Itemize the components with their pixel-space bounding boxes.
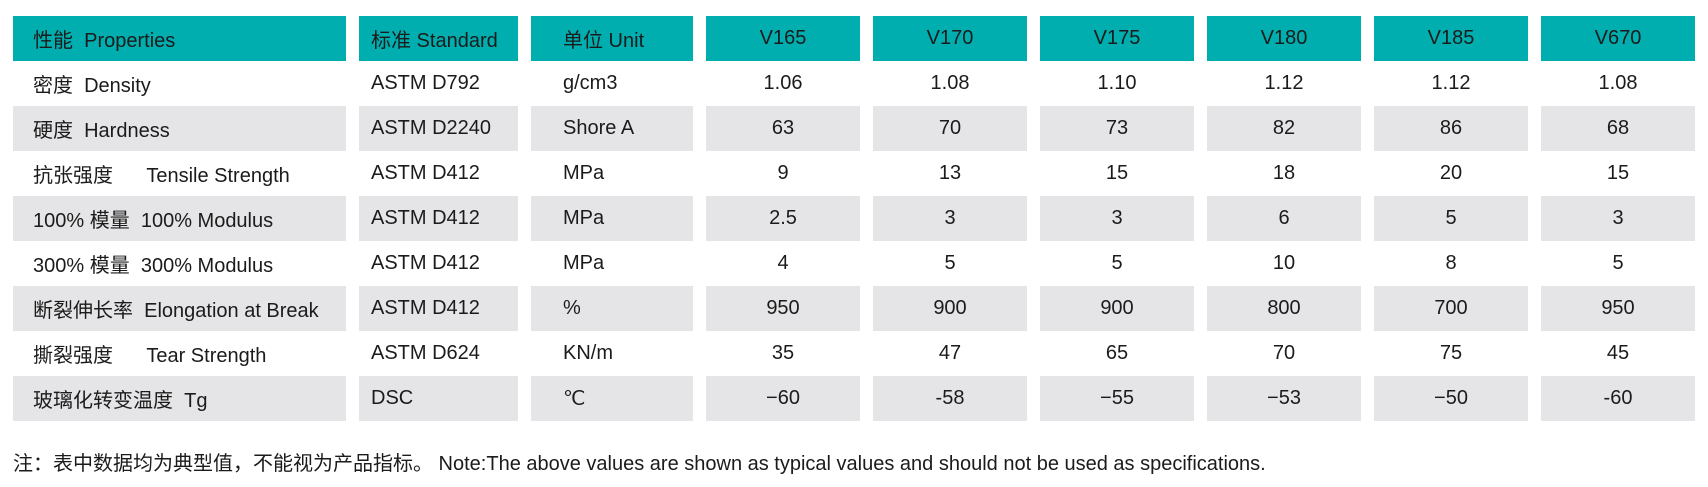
table-row: 硬度 Hardness ASTM D2240 Shore A 63 70 73 82 86 68 xyxy=(13,106,1695,151)
table-row: 玻璃化转变温度 Tg DSC ℃ −60 -58 −55 −53 −50 -60 xyxy=(13,376,1695,421)
value-cell: 3 xyxy=(873,196,1027,241)
unit-cell: g/cm3 xyxy=(531,61,693,106)
value-cell: 900 xyxy=(1040,286,1194,331)
value-cell: 1.08 xyxy=(1541,61,1695,106)
standard-cell: ASTM D624 xyxy=(359,331,518,376)
value-cell: 70 xyxy=(873,106,1027,151)
value-cell: 5 xyxy=(1040,241,1194,286)
value-cell: −50 xyxy=(1374,376,1528,421)
value-cell: 6 xyxy=(1207,196,1361,241)
standard-cell: DSC xyxy=(359,376,518,421)
unit-cell: Shore A xyxy=(531,106,693,151)
property-cell: 300% 模量 300% Modulus xyxy=(13,241,346,286)
value-cell: 68 xyxy=(1541,106,1695,151)
header-unit: 单位 Unit xyxy=(531,16,693,61)
header-grade-v180: V180 xyxy=(1207,16,1361,61)
value-cell: 65 xyxy=(1040,331,1194,376)
property-cell: 密度 Density xyxy=(13,61,346,106)
table-row: 密度 Density ASTM D792 g/cm3 1.06 1.08 1.10 1.12… xyxy=(13,61,1695,106)
value-cell: -60 xyxy=(1541,376,1695,421)
table-body: 密度 Density ASTM D792 g/cm3 1.06 1.08 1.10 1.12… xyxy=(13,61,1695,421)
value-cell: 63 xyxy=(706,106,860,151)
properties-table: 性能 Properties 标准 Standard 单位 Unit V165 V… xyxy=(0,16,1708,421)
header-grade-v185: V185 xyxy=(1374,16,1528,61)
value-cell: 3 xyxy=(1040,196,1194,241)
value-cell: 5 xyxy=(1374,196,1528,241)
value-cell: 5 xyxy=(1541,241,1695,286)
value-cell: 18 xyxy=(1207,151,1361,196)
unit-cell: MPa xyxy=(531,151,693,196)
unit-cell: KN/m xyxy=(531,331,693,376)
standard-cell: ASTM D412 xyxy=(359,286,518,331)
standard-cell: ASTM D412 xyxy=(359,196,518,241)
value-cell: 1.08 xyxy=(873,61,1027,106)
table-row: 300% 模量 300% Modulus ASTM D412 MPa 4 5 5 10 8 5 xyxy=(13,241,1695,286)
value-cell: 4 xyxy=(706,241,860,286)
value-cell: 70 xyxy=(1207,331,1361,376)
value-cell: −55 xyxy=(1040,376,1194,421)
value-cell: 73 xyxy=(1040,106,1194,151)
unit-cell: ℃ xyxy=(531,376,693,421)
standard-cell: ASTM D2240 xyxy=(359,106,518,151)
footnote: 注：表中数据均为典型值，不能视为产品指标。 Note:The above val… xyxy=(13,453,1266,475)
unit-cell: MPa xyxy=(531,196,693,241)
value-cell: −53 xyxy=(1207,376,1361,421)
property-cell: 断裂伸长率 Elongation at Break xyxy=(13,286,346,331)
header-grade-v170: V170 xyxy=(873,16,1027,61)
standard-cell: ASTM D412 xyxy=(359,241,518,286)
property-cell: 硬度 Hardness xyxy=(13,106,346,151)
value-cell: 1.10 xyxy=(1040,61,1194,106)
value-cell: 13 xyxy=(873,151,1027,196)
value-cell: 1.12 xyxy=(1207,61,1361,106)
value-cell: 82 xyxy=(1207,106,1361,151)
value-cell: 800 xyxy=(1207,286,1361,331)
value-cell: 3 xyxy=(1541,196,1695,241)
value-cell: 45 xyxy=(1541,331,1695,376)
value-cell: 700 xyxy=(1374,286,1528,331)
value-cell: 15 xyxy=(1040,151,1194,196)
value-cell: 86 xyxy=(1374,106,1528,151)
table-row: 断裂伸长率 Elongation at Break ASTM D412% 950 90… xyxy=(13,286,1695,331)
standard-cell: ASTM D412 xyxy=(359,151,518,196)
table-row: 100% 模量 100% Modulus ASTM D412 MPa 2.5 3 3 6 5 3 xyxy=(13,196,1695,241)
value-cell: 5 xyxy=(873,241,1027,286)
property-cell: 撕裂强度 Tear Strength xyxy=(13,331,346,376)
value-cell: 9 xyxy=(706,151,860,196)
value-cell: 900 xyxy=(873,286,1027,331)
table-header: 性能 Properties 标准 Standard 单位 Unit V165 V… xyxy=(13,16,1695,61)
standard-cell: ASTM D792 xyxy=(359,61,518,106)
unit-cell: % xyxy=(531,286,693,331)
value-cell: 1.12 xyxy=(1374,61,1528,106)
header-standard: 标准 Standard xyxy=(359,16,518,61)
value-cell: 10 xyxy=(1207,241,1361,286)
header-grade-v670: V670 xyxy=(1541,16,1695,61)
table-row: 撕裂强度 Tear Strength ASTM D624 KN/m 35 47 65 70 7… xyxy=(13,331,1695,376)
value-cell: 950 xyxy=(706,286,860,331)
property-cell: 100% 模量 100% Modulus xyxy=(13,196,346,241)
header-grade-v165: V165 xyxy=(706,16,860,61)
value-cell: 1.06 xyxy=(706,61,860,106)
value-cell: 8 xyxy=(1374,241,1528,286)
value-cell: 15 xyxy=(1541,151,1695,196)
value-cell: −60 xyxy=(706,376,860,421)
value-cell: -58 xyxy=(873,376,1027,421)
value-cell: 950 xyxy=(1541,286,1695,331)
value-cell: 75 xyxy=(1374,331,1528,376)
table-row: 抗张强度 Tensile Strength ASTM D412 MPa 9 13 15 18… xyxy=(13,151,1695,196)
header-grade-v175: V175 xyxy=(1040,16,1194,61)
property-cell: 抗张强度 Tensile Strength xyxy=(13,151,346,196)
value-cell: 35 xyxy=(706,331,860,376)
value-cell: 47 xyxy=(873,331,1027,376)
value-cell: 2.5 xyxy=(706,196,860,241)
header-properties: 性能 Properties xyxy=(13,16,346,61)
property-cell: 玻璃化转变温度 Tg xyxy=(13,376,346,421)
unit-cell: MPa xyxy=(531,241,693,286)
value-cell: 20 xyxy=(1374,151,1528,196)
header-row: 性能 Properties 标准 Standard 单位 Unit V165 V… xyxy=(13,16,1695,61)
